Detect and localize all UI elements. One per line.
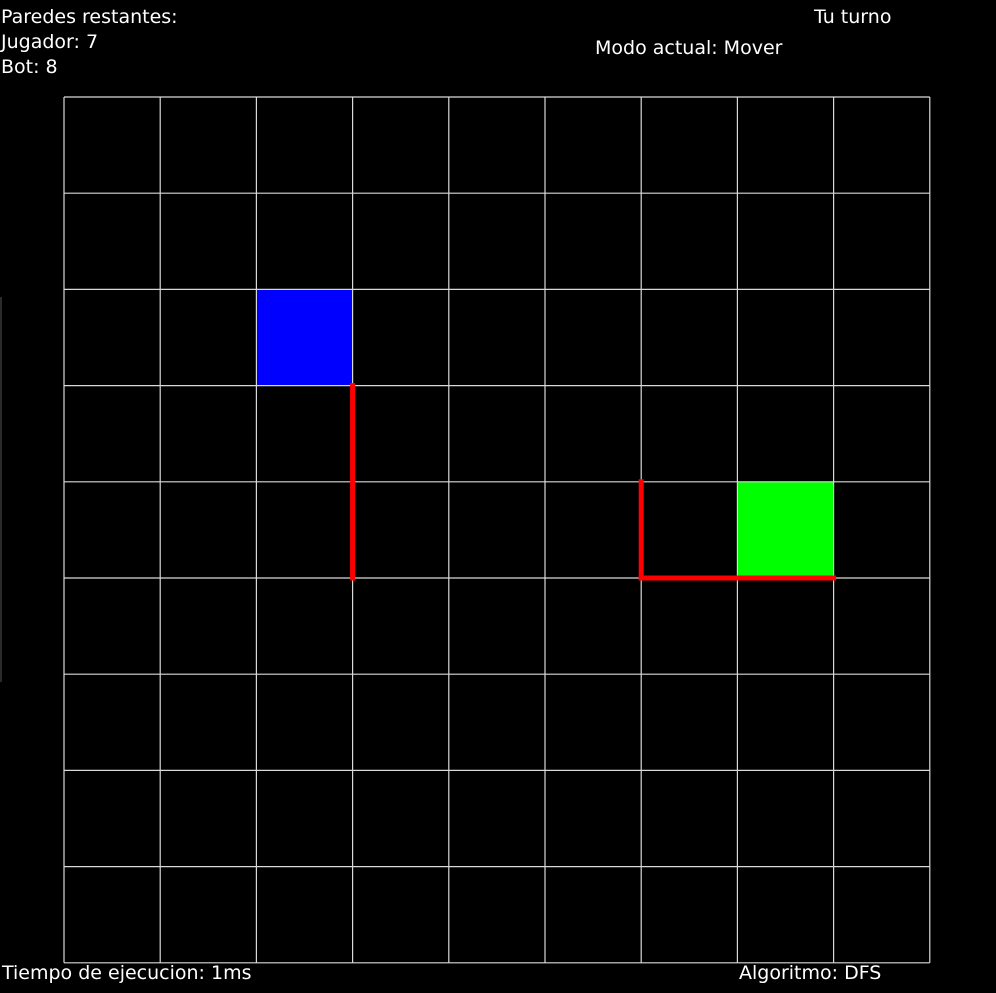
board-cell[interactable] [64,289,161,386]
board-cell[interactable] [448,578,545,675]
board-cell[interactable] [641,97,738,194]
board-cell[interactable] [352,97,449,194]
board-cell[interactable] [737,866,834,963]
board-cell[interactable] [641,674,738,771]
board-cell[interactable] [833,770,930,867]
board-cell[interactable] [833,97,930,194]
board-cell[interactable] [352,481,449,578]
board-cell[interactable] [641,770,738,867]
board-cell[interactable] [160,193,257,290]
board-cell[interactable] [64,770,161,867]
board-cell[interactable] [160,385,257,482]
board-cell[interactable] [448,193,545,290]
board-cell[interactable] [256,770,353,867]
board-cell[interactable] [545,770,642,867]
board-cell[interactable] [833,578,930,675]
board-cell[interactable] [737,770,834,867]
board-cell[interactable] [352,866,449,963]
board-cell[interactable] [545,481,642,578]
board-cell[interactable] [352,385,449,482]
board-cell[interactable] [641,385,738,482]
board-cell[interactable] [833,193,930,290]
board-cell[interactable] [352,674,449,771]
board-cell[interactable] [641,866,738,963]
current-mode: Modo actual: Mover [595,37,783,59]
board-cell[interactable] [833,866,930,963]
board-cell[interactable] [352,193,449,290]
board-cell[interactable] [737,193,834,290]
walls-remaining-title: Paredes restantes: [1,6,178,28]
board-cell[interactable] [64,97,161,194]
board-cell[interactable] [737,578,834,675]
board-cell[interactable] [352,578,449,675]
board-cell[interactable] [545,385,642,482]
board-cell[interactable] [833,481,930,578]
board-cell[interactable] [160,866,257,963]
board-cell[interactable] [737,385,834,482]
board-cell[interactable] [352,289,449,386]
board-cell[interactable] [352,770,449,867]
board-cell[interactable] [256,385,353,482]
bot-walls-count: Bot: 8 [1,56,58,78]
board-cell[interactable] [64,385,161,482]
board-cell[interactable] [641,481,738,578]
board-cell[interactable] [833,289,930,386]
board-cell[interactable] [641,578,738,675]
player-walls-count: Jugador: 7 [1,31,99,53]
board-cell[interactable] [448,289,545,386]
board-cell[interactable] [448,481,545,578]
board-cell[interactable] [64,481,161,578]
board-walls [350,383,837,581]
board-cell[interactable] [833,385,930,482]
algorithm-label: Algoritmo: DFS [739,962,882,984]
board-cell[interactable] [737,289,834,386]
board-cell[interactable] [448,866,545,963]
board-cell[interactable] [545,289,642,386]
player-token [256,289,353,386]
board-cell[interactable] [256,866,353,963]
board-cell[interactable] [160,770,257,867]
board-cell[interactable] [256,97,353,194]
board-cell[interactable] [545,193,642,290]
board-cell[interactable] [64,193,161,290]
board-cell[interactable] [737,674,834,771]
board-tokens [256,289,834,578]
board-cell[interactable] [160,481,257,578]
board-cell[interactable] [448,385,545,482]
board-cell[interactable] [545,97,642,194]
execution-time: Tiempo de ejecucion: 1ms [2,962,252,984]
turn-indicator: Tu turno [814,6,892,28]
board-cell[interactable] [64,674,161,771]
board-cell[interactable] [256,481,353,578]
board-cell[interactable] [448,674,545,771]
board-cell[interactable] [737,97,834,194]
board-cell[interactable] [448,770,545,867]
board-cell[interactable] [160,289,257,386]
board-cell[interactable] [256,674,353,771]
board-cell[interactable] [545,674,642,771]
board-cell[interactable] [833,674,930,771]
board-cell[interactable] [448,97,545,194]
board-cell[interactable] [160,578,257,675]
board-cell[interactable] [641,193,738,290]
board-cell[interactable] [64,578,161,675]
board-cell[interactable] [256,193,353,290]
board-cell[interactable] [256,578,353,675]
board-cell[interactable] [641,289,738,386]
board-cell[interactable] [160,97,257,194]
window-edge [0,297,2,682]
board-cell[interactable] [64,866,161,963]
board-cell[interactable] [545,866,642,963]
board-cell[interactable] [160,674,257,771]
bot-token [737,481,834,578]
board-cell[interactable] [545,578,642,675]
